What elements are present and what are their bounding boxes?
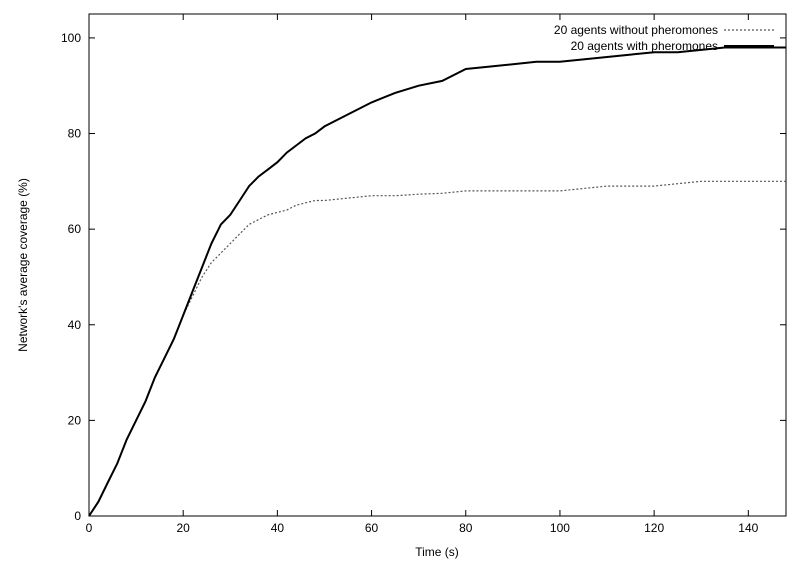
x-tick-label: 120	[644, 521, 664, 535]
x-tick-label: 20	[177, 521, 191, 535]
x-tick-label: 140	[738, 521, 758, 535]
x-tick-label: 0	[86, 521, 93, 535]
x-tick-label: 100	[550, 521, 570, 535]
axis-ticks: 0 20 40 60 80 100 120 140 0 20 40 60 80 100	[61, 14, 786, 535]
x-tick-label: 60	[365, 521, 379, 535]
x-axis-label: Time (s)	[415, 545, 459, 559]
y-tick-label: 40	[68, 318, 82, 332]
y-tick-label: 0	[74, 509, 81, 523]
series-line-2	[88, 46, 786, 517]
y-tick-label: 60	[68, 222, 82, 236]
legend: 20 agents without pheromones 20 agents wi…	[554, 23, 774, 53]
y-tick-label: 20	[68, 413, 82, 427]
series-layer	[88, 46, 786, 517]
y-tick-label: 80	[68, 127, 82, 141]
y-axis-label: Network's average coverage (%)	[16, 178, 30, 352]
y-tick-label: 100	[61, 31, 81, 45]
x-tick-label: 80	[459, 521, 473, 535]
legend-label: 20 agents with pheromones	[571, 39, 718, 53]
series-line-1	[88, 180, 786, 517]
x-tick-label: 40	[271, 521, 285, 535]
plot-frame	[88, 13, 787, 517]
legend-label: 20 agents without pheromones	[554, 23, 718, 37]
